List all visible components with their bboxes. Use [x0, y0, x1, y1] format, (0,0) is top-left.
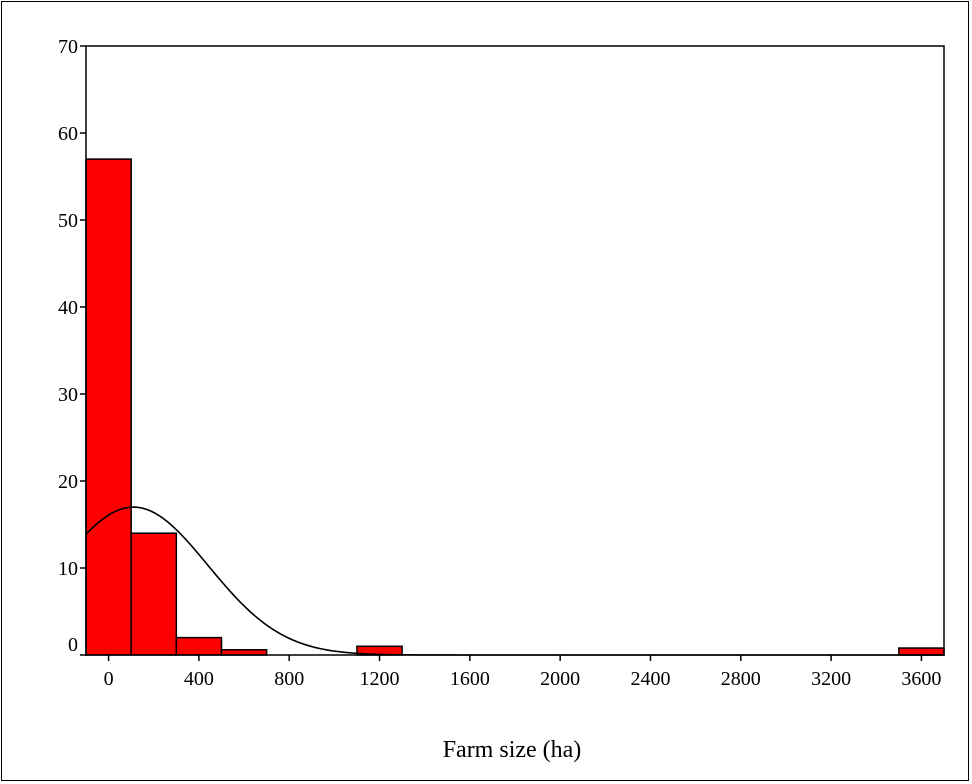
x-axis: 0 400 800 1200 1600 2000 2400 2800 3200 3600 [104, 655, 941, 690]
plot-area [85, 45, 945, 656]
x-tick-label: 0 [104, 668, 114, 690]
normal-curve-line [85, 506, 944, 656]
x-tick-label: 400 [184, 668, 214, 690]
x-tick-label: 2000 [540, 668, 580, 690]
histogram-bar [898, 647, 945, 656]
y-tick-label: 40 [58, 297, 78, 319]
x-tick-label: 2400 [630, 668, 670, 690]
bars-group [85, 158, 945, 656]
x-tick-label: 1200 [360, 668, 400, 690]
histogram-bar [220, 649, 268, 656]
y-tick-label: 20 [58, 471, 78, 493]
y-tick-label: 0 [68, 634, 78, 656]
y-tick-label: 70 [58, 36, 78, 58]
y-tick-label: 60 [58, 123, 78, 145]
y-tick-label: 50 [58, 210, 78, 232]
x-axis-title: Farm size (ha) [443, 737, 582, 763]
curve-group [85, 506, 944, 656]
histogram-bar [175, 636, 223, 656]
y-tick-label: 10 [58, 558, 78, 580]
y-axis: 0 10 20 30 40 50 60 70 [58, 36, 86, 656]
y-tick-label: 30 [58, 384, 78, 406]
histogram-bar [130, 532, 178, 656]
x-tick-label: 800 [274, 668, 304, 690]
x-tick-label: 2800 [721, 668, 761, 690]
x-tick-label: 3200 [811, 668, 851, 690]
x-tick-label: 1600 [450, 668, 490, 690]
histogram-bar [85, 158, 132, 656]
x-tick-label: 3600 [901, 668, 941, 690]
